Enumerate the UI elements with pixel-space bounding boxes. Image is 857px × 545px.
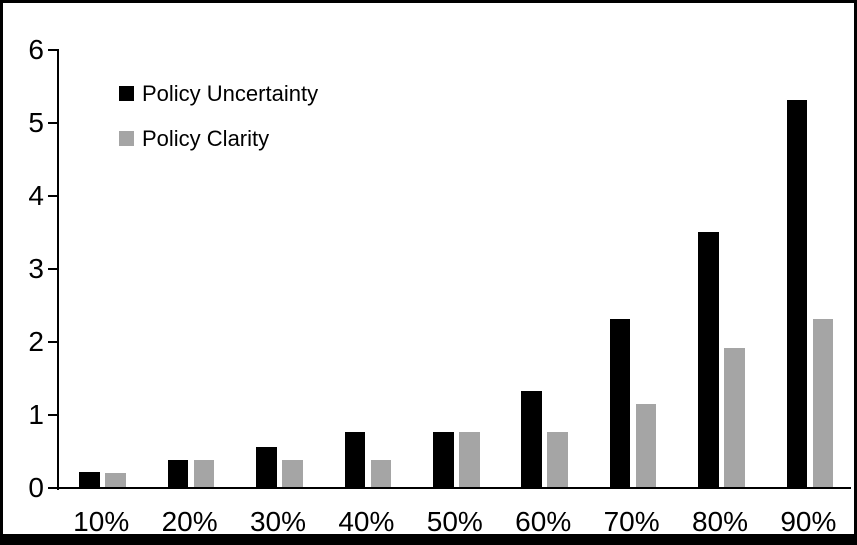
- legend-swatch-icon: [119, 131, 134, 146]
- bar-policy-uncertainty-40%: [344, 432, 366, 487]
- y-axis-tick-label: 3: [28, 253, 44, 284]
- bar-policy-clarity-60%: [547, 431, 568, 487]
- y-axis-tick-label: 1: [28, 399, 44, 430]
- bar-policy-uncertainty-30%: [256, 446, 277, 487]
- x-axis-category-label: 60%: [515, 506, 572, 537]
- y-axis-tick: [48, 48, 57, 52]
- bar-policy-uncertainty-80%: [698, 231, 719, 487]
- bar-policy-uncertainty-20%: [167, 459, 189, 487]
- x-axis-category-label: 80%: [691, 506, 749, 537]
- bar-policy-clarity-10%: [105, 473, 126, 487]
- bar-policy-clarity-70%: [635, 403, 657, 487]
- y-axis-tick: [48, 121, 57, 125]
- chart-border-left: [0, 0, 3, 545]
- x-axis-line: [57, 486, 851, 490]
- y-axis-tick-label: 4: [28, 180, 44, 211]
- y-axis-tick: [48, 267, 57, 271]
- bar-policy-clarity-50%: [458, 432, 480, 487]
- x-axis-category-label: 50%: [426, 506, 483, 537]
- chart-border-right: [854, 0, 857, 545]
- bar-policy-uncertainty-50%: [432, 431, 454, 487]
- legend-swatch-icon: [119, 86, 134, 101]
- y-axis-tick: [48, 194, 57, 198]
- legend-item-policy-uncertainty: Policy Uncertainty: [119, 82, 318, 104]
- bar-policy-uncertainty-10%: [79, 472, 100, 487]
- x-axis-category-label: 40%: [338, 506, 395, 537]
- bar-policy-clarity-80%: [724, 348, 745, 487]
- chart-legend: Policy Uncertainty Policy Clarity: [119, 82, 318, 176]
- y-axis-tick-label: 5: [28, 107, 44, 138]
- bar-policy-clarity-40%: [370, 459, 392, 487]
- legend-label: Policy Clarity: [142, 125, 270, 151]
- bar-policy-uncertainty-60%: [521, 390, 542, 487]
- y-axis-tick-label: 0: [28, 472, 44, 503]
- x-axis-category-label: 10%: [73, 506, 130, 537]
- bar-policy-uncertainty-70%: [609, 319, 631, 487]
- y-axis-tick: [48, 340, 57, 344]
- y-axis-tick-label: 6: [28, 34, 44, 65]
- x-axis-category-label: 90%: [780, 506, 837, 537]
- legend-label: Policy Uncertainty: [142, 80, 319, 106]
- x-axis-category-label: 70%: [603, 506, 660, 537]
- bar-policy-uncertainty-90%: [786, 100, 808, 487]
- bar-policy-clarity-20%: [193, 459, 215, 487]
- legend-item-policy-clarity: Policy Clarity: [119, 127, 318, 149]
- y-axis-tick: [48, 486, 57, 490]
- y-axis-line: [57, 49, 60, 490]
- y-axis-tick-label: 2: [28, 326, 44, 357]
- bar-policy-clarity-90%: [812, 319, 834, 487]
- chart-border-bottom: [0, 534, 857, 545]
- chart-border-top: [0, 0, 857, 3]
- bar-policy-clarity-30%: [282, 459, 303, 487]
- x-axis-category-label: 30%: [249, 506, 307, 537]
- x-axis-category-label: 20%: [161, 506, 218, 537]
- y-axis-tick: [48, 413, 57, 417]
